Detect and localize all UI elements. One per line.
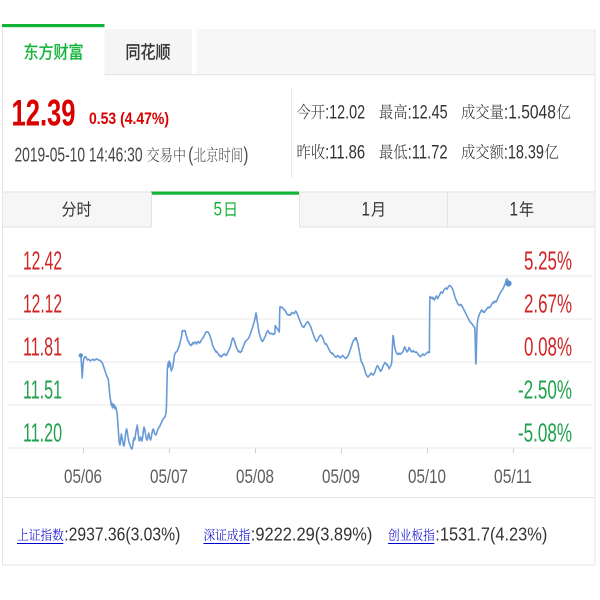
svg-text:2019-05-10 14:46:30: 2019-05-10 14:46:30: [15, 144, 143, 167]
svg-text:05/06: 05/06: [64, 466, 102, 488]
svg-text:0.08%: 0.08%: [524, 332, 572, 362]
svg-text:05/07: 05/07: [150, 466, 188, 488]
svg-text:1: 1: [510, 200, 519, 221]
svg-text:11.81: 11.81: [23, 332, 62, 362]
svg-text:11.51: 11.51: [23, 375, 62, 405]
svg-text:05/09: 05/09: [322, 466, 360, 488]
svg-text:-2.50%: -2.50%: [518, 375, 572, 405]
svg-text::18.39: :18.39: [504, 143, 544, 164]
svg-text:5.25%: 5.25%: [524, 246, 572, 276]
svg-text:5: 5: [214, 200, 223, 221]
svg-text:): ): [243, 144, 248, 167]
svg-text::1.5048: :1.5048: [504, 103, 556, 124]
svg-text:0.53 (4.47%): 0.53 (4.47%): [89, 109, 169, 128]
svg-text::12.02: :12.02: [325, 103, 365, 124]
svg-text:05/10: 05/10: [408, 466, 446, 488]
svg-text:12.39: 12.39: [12, 92, 76, 134]
svg-text::11.72: :11.72: [408, 143, 448, 164]
svg-text::1531.7(4.23%): :1531.7(4.23%): [435, 524, 547, 545]
svg-text::11.86: :11.86: [325, 143, 365, 164]
svg-text:05/08: 05/08: [236, 466, 274, 488]
svg-text:-5.08%: -5.08%: [518, 418, 572, 448]
svg-text:12.12: 12.12: [23, 289, 62, 319]
svg-text::12.45: :12.45: [408, 103, 448, 124]
svg-text::9222.29(3.89%): :9222.29(3.89%): [251, 524, 372, 545]
svg-text:(: (: [188, 144, 193, 167]
svg-text:11.20: 11.20: [23, 418, 62, 448]
svg-text:2.67%: 2.67%: [524, 289, 572, 319]
svg-text:1: 1: [362, 200, 371, 221]
svg-text:05/11: 05/11: [494, 466, 532, 488]
svg-text:12.42: 12.42: [23, 246, 62, 276]
svg-text::2937.36(3.03%): :2937.36(3.03%): [64, 524, 180, 545]
